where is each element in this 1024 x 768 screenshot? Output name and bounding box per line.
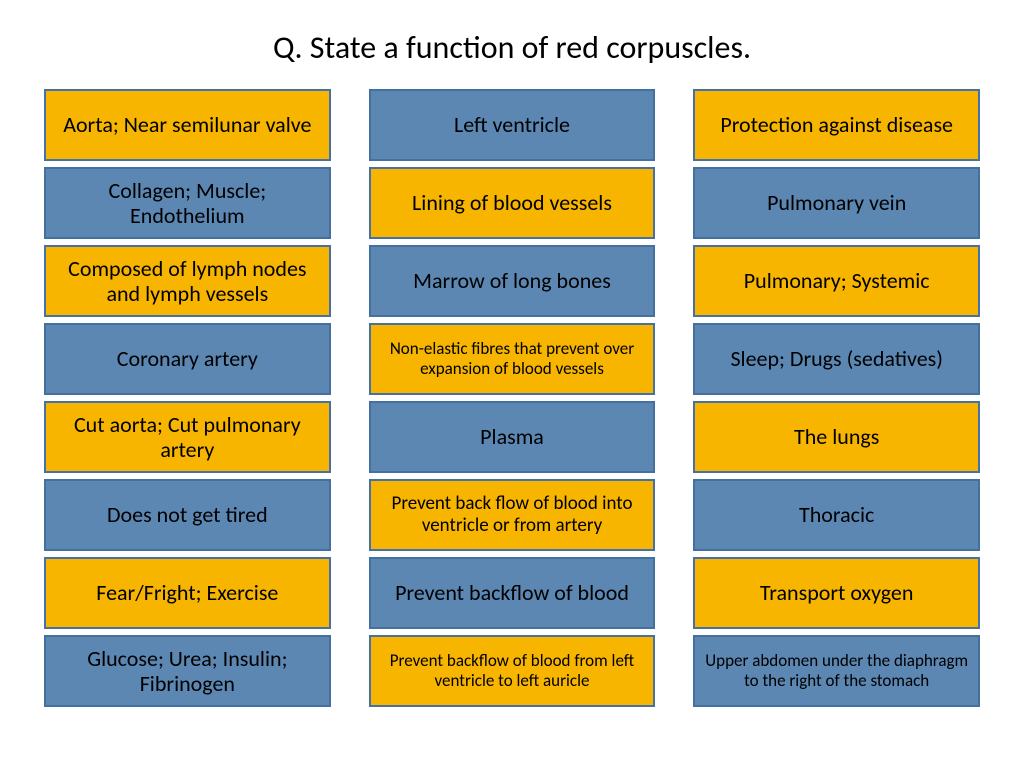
answer-card-label: Left ventricle xyxy=(454,112,570,137)
answer-card-label: Pulmonary; Systemic xyxy=(744,268,930,293)
answer-card[interactable]: Left ventricle xyxy=(369,89,656,161)
answer-card-label: Prevent backflow of blood from left vent… xyxy=(379,651,646,690)
answer-card[interactable]: Non-elastic fibres that prevent over exp… xyxy=(369,323,656,395)
answer-card-label: Sleep; Drugs (sedatives) xyxy=(730,346,942,371)
answer-card[interactable]: Transport oxygen xyxy=(693,557,980,629)
answer-card[interactable]: Coronary artery xyxy=(44,323,331,395)
answer-card[interactable]: Thoracic xyxy=(693,479,980,551)
answer-card-label: Lining of blood vessels xyxy=(412,190,612,215)
answer-card[interactable]: Upper abdomen under the diaphragm to the… xyxy=(693,635,980,707)
answer-card[interactable]: Glucose; Urea; Insulin; Fibrinogen xyxy=(44,635,331,707)
answer-card-label: The lungs xyxy=(794,424,879,449)
answer-card[interactable]: The lungs xyxy=(693,401,980,473)
answer-card[interactable]: Prevent back flow of blood into ventricl… xyxy=(369,479,656,551)
answer-card[interactable]: Prevent backflow of blood xyxy=(369,557,656,629)
answer-card-label: Transport oxygen xyxy=(760,580,914,605)
answer-card-label: Cut aorta; Cut pulmonary artery xyxy=(54,412,321,463)
answer-card-label: Prevent back flow of blood into ventricl… xyxy=(379,493,646,537)
answer-card[interactable]: Protection against disease xyxy=(693,89,980,161)
answer-card-label: Composed of lymph nodes and lymph vessel… xyxy=(54,256,321,307)
answer-card-label: Upper abdomen under the diaphragm to the… xyxy=(703,651,970,690)
answer-card-label: Non-elastic fibres that prevent over exp… xyxy=(379,339,646,378)
column-1: Aorta; Near semilunar valve Collagen; Mus… xyxy=(44,89,331,707)
question-title: Q. State a function of red corpuscles. xyxy=(0,0,1024,89)
answer-card[interactable]: Prevent backflow of blood from left vent… xyxy=(369,635,656,707)
answer-card-label: Plasma xyxy=(480,424,544,449)
answer-card-label: Fear/Fright; Exercise xyxy=(96,580,278,605)
answer-card-label: Marrow of long bones xyxy=(413,268,611,293)
answer-card-label: Collagen; Muscle; Endothelium xyxy=(54,178,321,229)
answer-card-label: Prevent backflow of blood xyxy=(395,580,629,605)
answer-card-label: Aorta; Near semilunar valve xyxy=(63,112,311,137)
answer-card[interactable]: Composed of lymph nodes and lymph vessel… xyxy=(44,245,331,317)
answer-card[interactable]: Lining of blood vessels xyxy=(369,167,656,239)
answer-card-label: Pulmonary vein xyxy=(767,190,906,215)
answer-card-label: Does not get tired xyxy=(107,502,268,527)
column-3: Protection against disease Pulmonary vein… xyxy=(693,89,980,707)
answer-card[interactable]: Plasma xyxy=(369,401,656,473)
answer-grid: Aorta; Near semilunar valve Collagen; Mus… xyxy=(0,89,1024,707)
answer-card-label: Coronary artery xyxy=(117,346,258,371)
column-2: Left ventricle Lining of blood vessels Mar… xyxy=(369,89,656,707)
answer-card-label: Glucose; Urea; Insulin; Fibrinogen xyxy=(54,646,321,697)
answer-card[interactable]: Pulmonary; Systemic xyxy=(693,245,980,317)
answer-card-label: Protection against disease xyxy=(720,112,953,137)
answer-card[interactable]: Fear/Fright; Exercise xyxy=(44,557,331,629)
answer-card[interactable]: Cut aorta; Cut pulmonary artery xyxy=(44,401,331,473)
answer-card[interactable]: Sleep; Drugs (sedatives) xyxy=(693,323,980,395)
answer-card[interactable]: Aorta; Near semilunar valve xyxy=(44,89,331,161)
answer-card[interactable]: Collagen; Muscle; Endothelium xyxy=(44,167,331,239)
answer-card[interactable]: Pulmonary vein xyxy=(693,167,980,239)
answer-card-label: Thoracic xyxy=(799,502,874,527)
answer-card[interactable]: Marrow of long bones xyxy=(369,245,656,317)
answer-card[interactable]: Does not get tired xyxy=(44,479,331,551)
